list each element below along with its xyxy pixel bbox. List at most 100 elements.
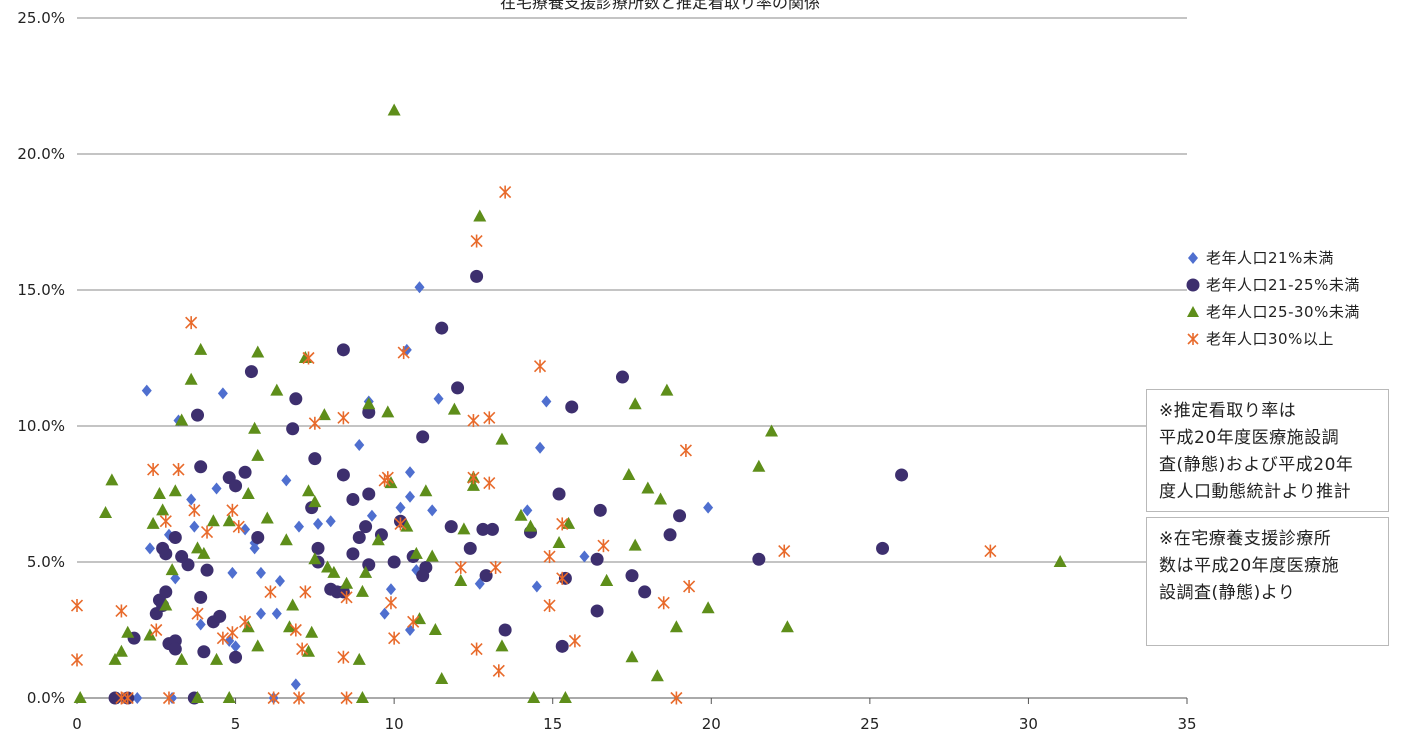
y-tick-label: 20.0% (17, 145, 65, 163)
data-point-triangle (156, 503, 170, 516)
data-point-circle (663, 528, 677, 542)
data-point-asterisk (337, 650, 350, 664)
data-point-diamond (255, 607, 266, 620)
data-point-asterisk (378, 473, 391, 487)
data-point-triangle (146, 516, 160, 529)
data-point-asterisk (200, 525, 214, 539)
data-point-triangle (413, 612, 427, 625)
data-point-asterisk (121, 691, 134, 705)
data-point-circle (197, 645, 211, 659)
circle-marker-icon (1186, 278, 1200, 291)
data-point-diamond (405, 466, 415, 479)
data-point-circle (238, 465, 252, 479)
data-point-asterisk (172, 463, 185, 477)
data-point-triangle (359, 565, 373, 578)
data-point-diamond (579, 550, 590, 563)
data-point-asterisk (267, 691, 280, 705)
data-point-triangle (302, 644, 316, 657)
data-point-triangle (108, 652, 122, 665)
data-point-circle (876, 541, 890, 555)
data-point-asterisk (384, 596, 398, 610)
data-point-triangle (222, 514, 236, 527)
data-point-circle (359, 520, 373, 534)
data-point-triangle (327, 565, 341, 578)
data-point-asterisk (467, 414, 480, 428)
data-point-asterisk (533, 359, 547, 373)
y-tick-label: 10.0% (17, 417, 65, 435)
triangle-marker-icon (1187, 305, 1199, 317)
data-point-asterisk (778, 544, 791, 558)
data-point-triangle (428, 623, 442, 635)
data-point-asterisk (388, 631, 401, 645)
data-point-diamond (385, 583, 396, 596)
data-point-circle (463, 541, 477, 555)
data-point-triangle (752, 459, 766, 472)
data-point-asterisk (308, 416, 321, 430)
data-point-triangle (340, 576, 354, 589)
data-point-circle (213, 609, 227, 623)
data-point-circle (159, 585, 173, 599)
y-tick-label: 5.0% (27, 553, 65, 571)
data-point-circle (200, 563, 214, 577)
x-axis-ticks: 0 5 10 15 20 25 30 35 (72, 715, 1196, 733)
data-point-asterisk (340, 590, 353, 604)
data-point-circle (308, 452, 322, 466)
data-point-diamond (433, 392, 444, 405)
data-point-diamond (230, 640, 241, 653)
data-point-asterisk (568, 634, 581, 648)
data-point-triangle (600, 574, 614, 587)
data-point-triangle (248, 421, 262, 434)
data-point-diamond (313, 517, 324, 530)
data-point-triangle (371, 533, 385, 546)
data-point-asterisk (394, 517, 407, 531)
data-point-asterisk (340, 691, 353, 705)
data-point-triangle (282, 620, 296, 633)
data-point-triangle (355, 691, 369, 703)
data-point-circle (168, 531, 182, 545)
data-point-asterisk (492, 664, 505, 678)
data-point-triangle (457, 522, 471, 535)
data-point-diamond (189, 520, 200, 533)
x-tick-label: 0 (72, 715, 82, 733)
data-point-triangle (527, 691, 541, 703)
data-point-asterisk (407, 615, 420, 629)
data-point-circle (194, 460, 208, 474)
legend-item: 老年人口21%未満 (1184, 244, 1384, 271)
data-point-triangle (473, 209, 487, 222)
data-point-circle (229, 650, 243, 664)
data-point-diamond (195, 618, 206, 631)
data-point-asterisk (499, 185, 512, 199)
data-point-triangle (152, 487, 166, 499)
data-point-asterisk (70, 599, 84, 613)
data-point-triangle (251, 448, 265, 461)
data-point-triangle (206, 514, 220, 527)
data-point-triangle (73, 691, 87, 703)
data-point-diamond (227, 566, 238, 579)
data-point-asterisk (543, 599, 556, 613)
data-point-circle (175, 550, 189, 564)
data-points (70, 103, 1067, 705)
data-point-circle (498, 623, 512, 637)
data-point-triangle (622, 467, 636, 480)
data-point-asterisk (159, 514, 172, 528)
data-point-asterisk (302, 351, 315, 365)
data-point-diamond (325, 515, 336, 528)
data-point-diamond (535, 441, 546, 454)
diamond-marker-icon (1188, 251, 1198, 264)
data-point-triangle (362, 397, 376, 410)
data-point-circle (168, 642, 182, 656)
data-point-asterisk (337, 411, 350, 425)
data-point-asterisk (489, 560, 502, 574)
data-point-circle (638, 585, 652, 599)
data-point-circle (451, 381, 465, 395)
data-point-triangle (191, 541, 205, 554)
data-point-diamond (414, 281, 425, 294)
data-point-triangle (425, 549, 439, 562)
data-point-circle (352, 531, 366, 545)
data-point-triangle (194, 342, 208, 355)
data-point-asterisk (984, 544, 997, 558)
data-point-triangle (159, 598, 173, 611)
data-point-triangle (654, 492, 668, 505)
data-point-triangle (701, 601, 715, 614)
data-point-asterisk (556, 517, 569, 531)
